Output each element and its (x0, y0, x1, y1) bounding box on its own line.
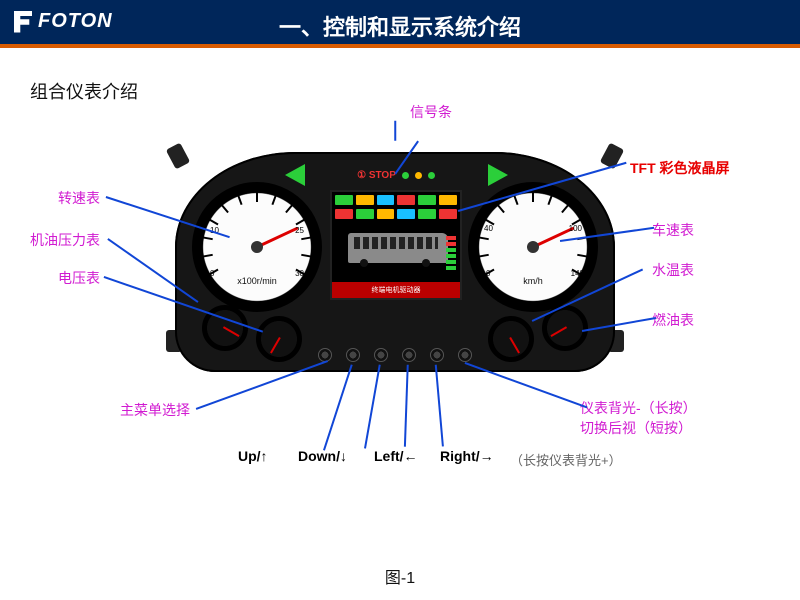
lcd-chip-row (332, 192, 460, 206)
volt-gauge (256, 316, 302, 362)
btn-label-left: Left/← (374, 448, 418, 464)
down-button[interactable] (374, 348, 388, 362)
label-oil: 机油压力表 (30, 230, 100, 250)
logo-icon (14, 11, 32, 33)
gauge-hub (527, 241, 539, 253)
label-speed: 车速表 (652, 220, 694, 240)
right-turn-icon (488, 164, 508, 186)
stop-icon: ① STOP (357, 170, 396, 181)
left-turn-icon (285, 164, 305, 186)
left-button[interactable] (402, 348, 416, 362)
indicator-icon (402, 172, 409, 179)
label-fuel: 燃油表 (652, 310, 694, 330)
tachometer-gauge: x100r/min 0 10 25 30 (192, 182, 322, 312)
gauge-hub (251, 241, 263, 253)
label-volt: 电压表 (58, 268, 100, 288)
leader-line (394, 121, 396, 141)
label-water: 水温表 (652, 260, 694, 280)
up-button[interactable] (346, 348, 360, 362)
leader-line (435, 365, 444, 447)
water-gauge (488, 316, 534, 362)
label-tft: TFT 彩色液晶屏 (630, 158, 730, 178)
backlight-button[interactable] (458, 348, 472, 362)
lcd-footer: 终端电机驱动器 (332, 282, 460, 298)
diagram-stage: ① STOP x100r/min 0 10 25 30 km/h 0 40 10… (0, 110, 800, 530)
header: FOTON 一、控制和显示系统介绍 (0, 0, 800, 48)
btn-label-right: Right/→ (440, 448, 494, 464)
indicator-icon (428, 172, 435, 179)
right-button[interactable] (430, 348, 444, 362)
page-title: 一、控制和显示系统介绍 (279, 10, 521, 42)
leader-line (323, 365, 352, 451)
label-menu: 主菜单选择 (120, 400, 190, 420)
figure-caption: 图-1 (0, 564, 800, 588)
btn-label-right-note: （长按仪表背光+） (510, 450, 622, 469)
subtitle: 组合仪表介绍 (30, 78, 138, 104)
label-tach: 转速表 (58, 188, 100, 208)
tft-lcd: 终端电机驱动器 (330, 190, 462, 300)
leader-line (365, 365, 381, 449)
btn-label-up: Up/↑ (238, 448, 268, 464)
bus-icon (340, 226, 456, 270)
btn-label-down: Down/↓ (298, 448, 347, 464)
indicator-icon (415, 172, 422, 179)
button-row (318, 348, 472, 362)
label-back1: 仪表背光-（长按） (580, 398, 697, 418)
lcd-chip-row (332, 206, 460, 220)
level-bars (446, 226, 456, 270)
leader-line (404, 365, 408, 447)
logo: FOTON (14, 10, 113, 33)
mount-bracket (166, 143, 190, 170)
label-signal: 信号条 (410, 102, 452, 122)
label-back2: 切换后视（短按） (580, 418, 692, 438)
logo-text: FOTON (38, 10, 113, 33)
